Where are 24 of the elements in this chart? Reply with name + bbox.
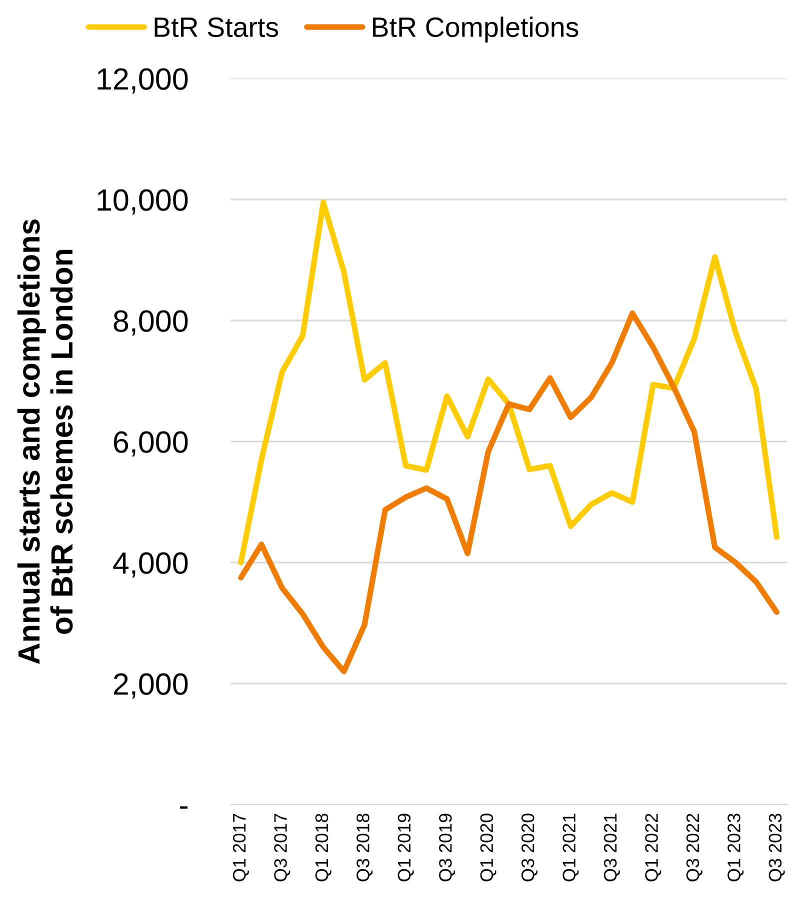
x-tick-label: Q3 2023 <box>768 814 785 882</box>
x-tick-label: Q3 2018 <box>356 814 373 882</box>
y-tick-label: 6,000 <box>114 431 188 457</box>
y-axis-title: Annual starts and completions of BtR schemes in London <box>17 220 73 664</box>
y-tick-label: 8,000 <box>114 310 188 336</box>
y-tick-label: - <box>180 806 188 809</box>
x-tick-label: Q3 2017 <box>274 814 290 882</box>
y-tick-label: 10,000 <box>98 189 188 214</box>
y-tick-label: 2,000 <box>114 673 188 699</box>
x-tick-label: Q3 2020 <box>521 814 538 882</box>
x-tick-label: Q1 2019 <box>398 814 414 882</box>
x-tick-label: Q3 2022 <box>686 814 702 882</box>
legend-label: BtR Starts <box>154 17 278 38</box>
x-tick-label: Q3 2021 <box>604 814 620 882</box>
legend-label: BtR Completions <box>373 16 578 43</box>
y-tick-label: 12,000 <box>98 68 188 94</box>
y-tick-label: 4,000 <box>113 552 188 578</box>
x-tick-label: Q1 2023 <box>728 814 744 882</box>
x-tick-label: Q3 2019 <box>439 814 456 882</box>
x-tick-label: Q1 2017 <box>232 814 249 882</box>
x-tick-label: Q1 2022 <box>645 814 662 882</box>
x-tick-label: Q1 2020 <box>480 814 496 882</box>
x-tick-label: Q1 2018 <box>315 814 332 882</box>
x-tick-label: Q1 2021 <box>562 814 579 882</box>
